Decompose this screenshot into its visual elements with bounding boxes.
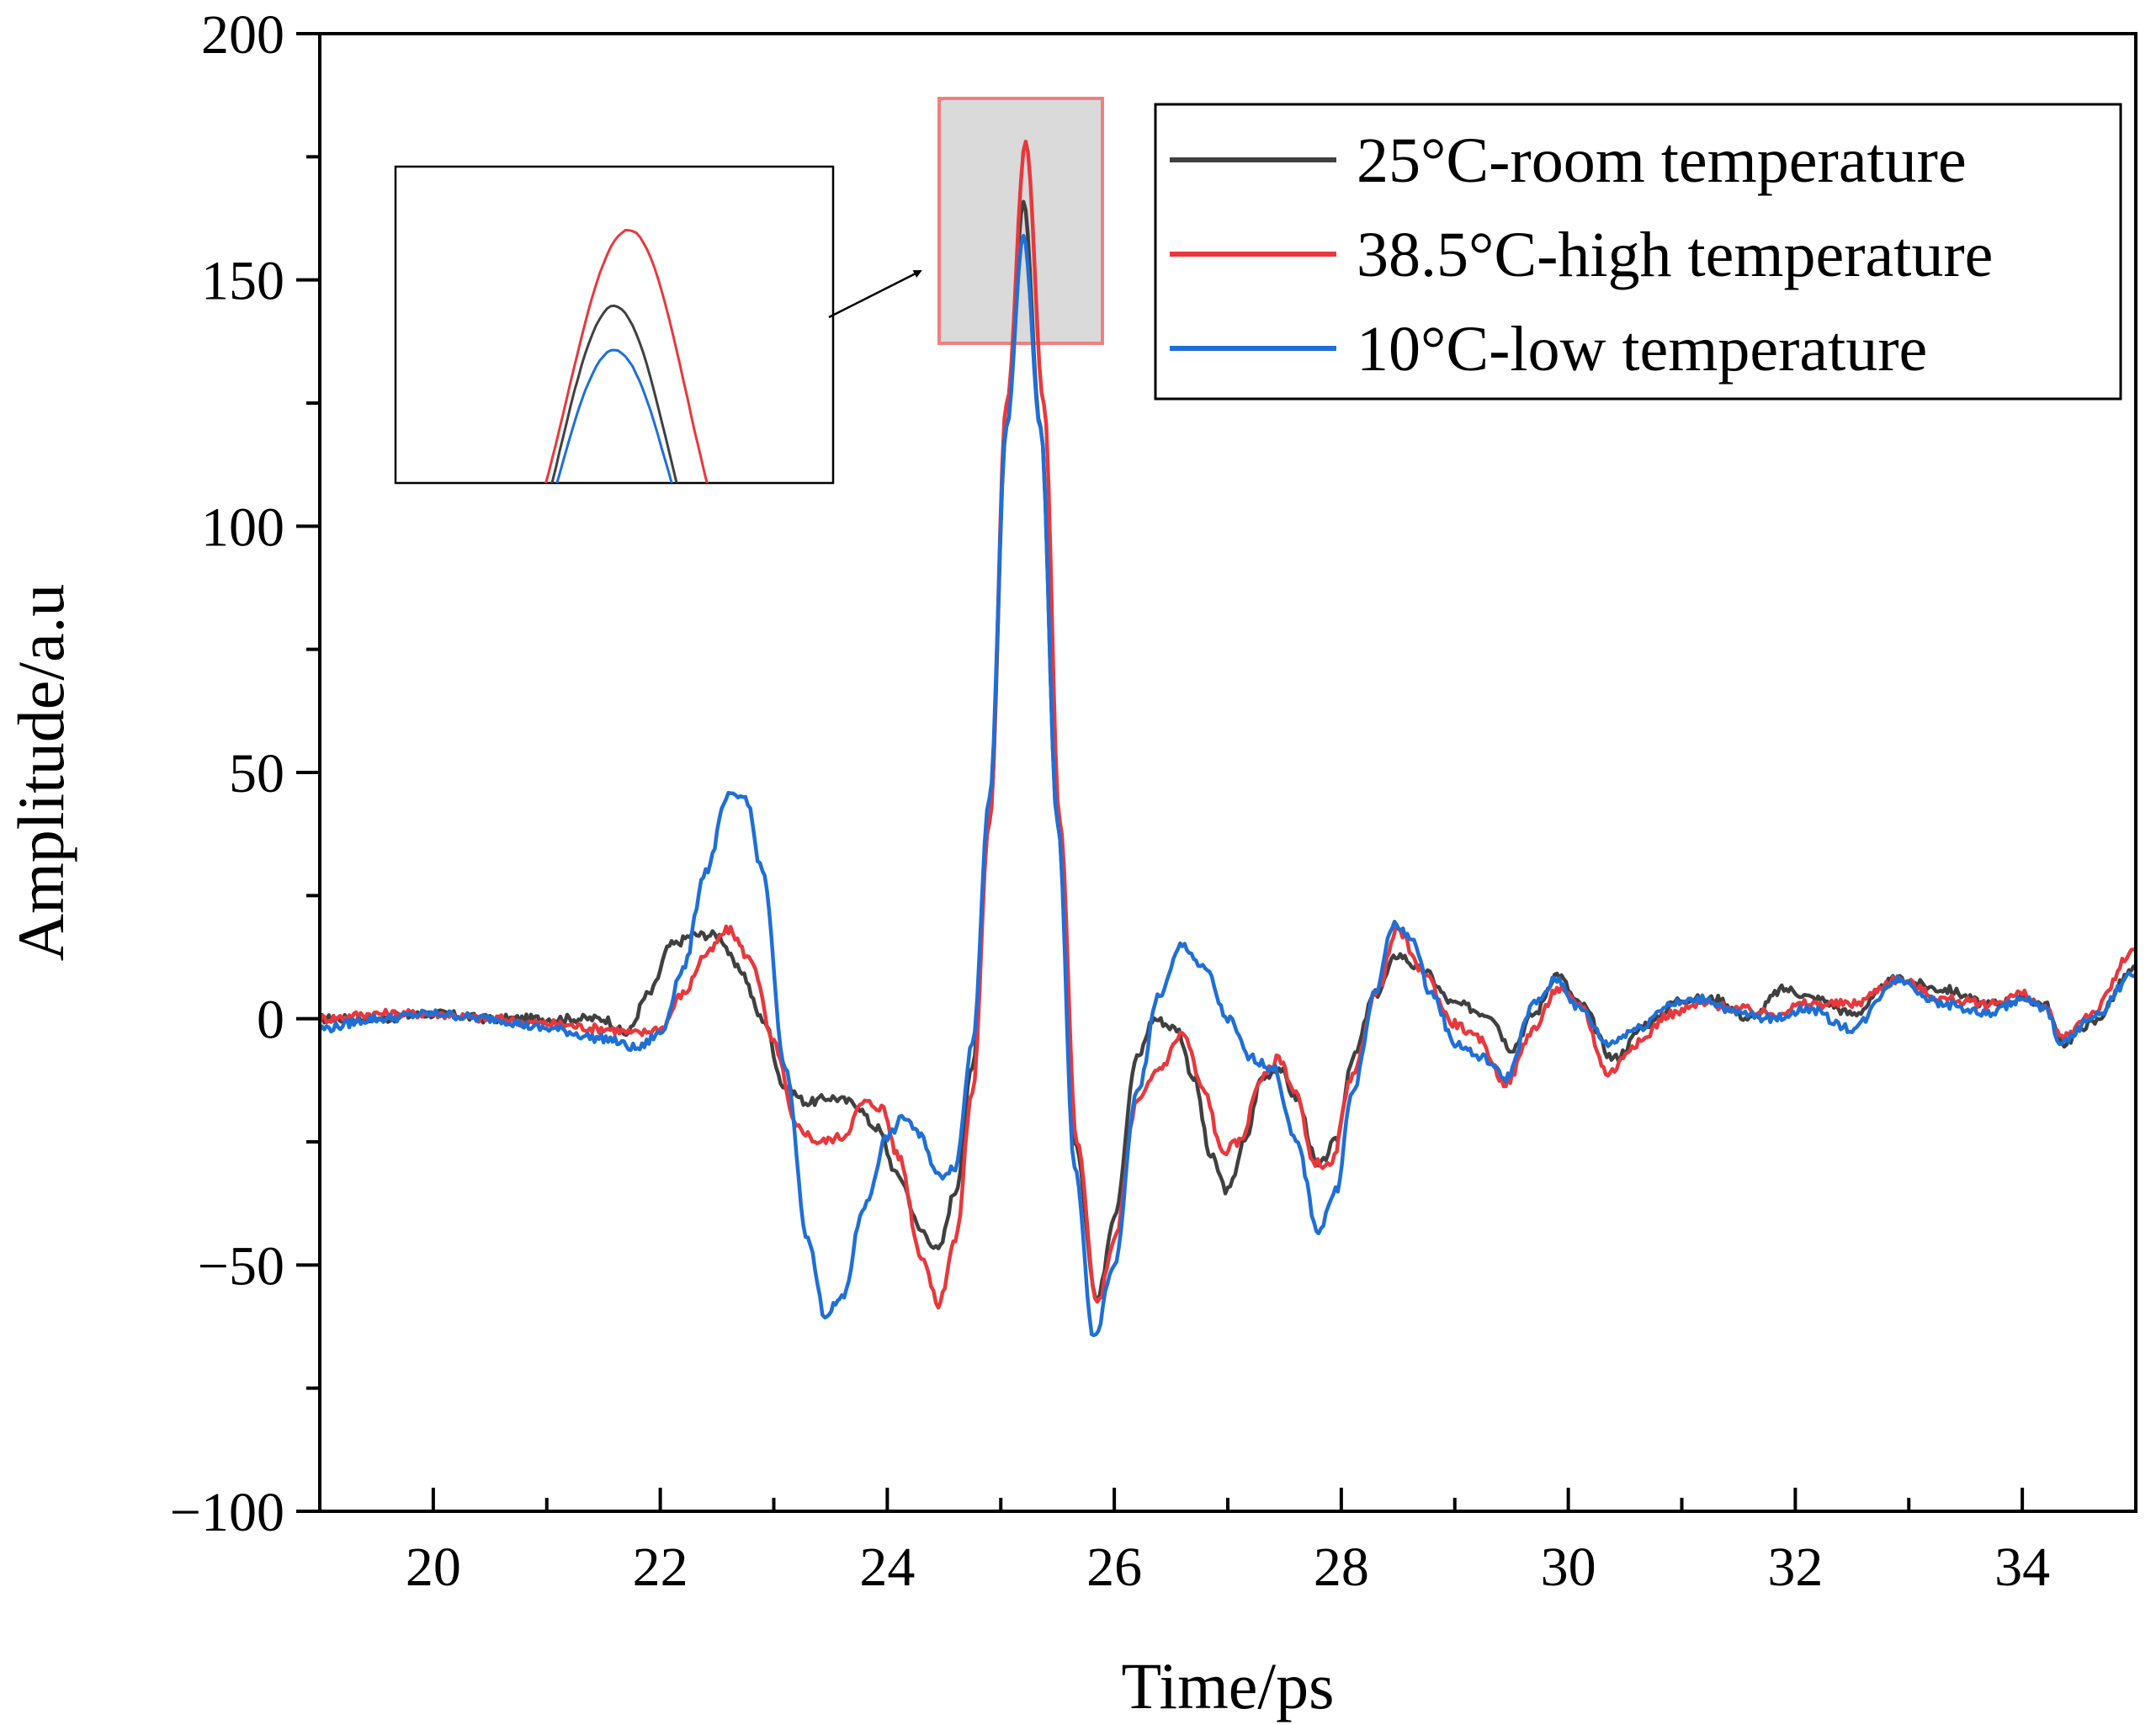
inset-series-line-0	[550, 304, 678, 483]
x-tick-label: 26	[1086, 1537, 1142, 1598]
legend-label-room: 25°C-room temperature	[1357, 125, 1967, 196]
inset-pointer-arrow	[828, 269, 922, 319]
y-tick-label: 50	[229, 743, 284, 804]
y-axis-ticks: −100 −50 0 50 100 150 200	[170, 4, 320, 1543]
y-tick-label: 0	[257, 990, 284, 1051]
y-tick-label: 100	[201, 496, 284, 558]
inset-zoom-box	[394, 165, 835, 485]
legend-label-high: 38.5°C-high temperature	[1357, 220, 1993, 290]
x-tick-label: 28	[1314, 1537, 1369, 1598]
y-axis-title: Amplitude/a.u	[4, 584, 77, 961]
x-tick-label: 20	[406, 1537, 461, 1598]
y-tick-label: −100	[170, 1482, 284, 1543]
x-tick-label: 24	[859, 1537, 915, 1598]
y-tick-label: −50	[198, 1235, 284, 1297]
x-tick-label: 32	[1767, 1537, 1823, 1598]
inset-series-line-1	[544, 228, 709, 483]
y-tick-label: 150	[201, 251, 284, 312]
x-tick-label: 34	[1994, 1537, 2050, 1598]
x-axis-ticks: 20 22 24 26 28 30 32 34	[318, 1488, 2137, 1598]
legend-label-low: 10°C-low temperature	[1357, 314, 1927, 385]
y-tick-label: 200	[201, 4, 284, 66]
x-tick-label: 30	[1541, 1537, 1596, 1598]
series-layer	[320, 139, 2136, 1337]
legend: 25°C-room temperature 38.5°C-high temper…	[1154, 103, 2122, 401]
inset-series-line-2	[555, 348, 673, 483]
series-line-2	[320, 233, 2136, 1337]
x-axis-title: Time/ps	[1122, 1649, 1335, 1722]
x-tick-label: 22	[633, 1537, 688, 1598]
series-line-1	[320, 139, 2136, 1310]
inset-series-layer	[544, 228, 709, 483]
